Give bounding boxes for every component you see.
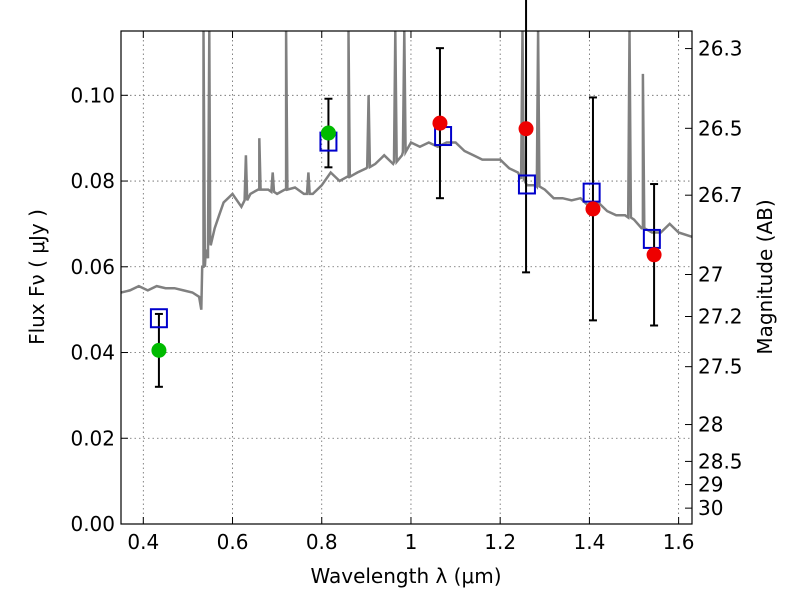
model-photometry-point <box>517 174 536 195</box>
observed-photometry-point <box>320 125 336 141</box>
magnitude-tick-label: 26.5 <box>698 116 743 140</box>
model-spectrum-line <box>121 31 692 310</box>
y-tick-label: 0.04 <box>70 341 115 365</box>
observed-photometry-point <box>646 247 662 263</box>
y-tick-label: 0.06 <box>70 255 115 279</box>
x-tick-label: 0.6 <box>217 530 249 554</box>
x-tick-label: 1.2 <box>484 530 516 554</box>
observed-photometry-point <box>151 342 167 358</box>
magnitude-tick-label: 30 <box>698 496 723 520</box>
x-tick-label: 0.8 <box>306 530 338 554</box>
magnitude-tick-label: 27.5 <box>698 355 743 379</box>
y-tick-label: 0.08 <box>70 169 115 193</box>
observed-photometry-point <box>432 115 448 131</box>
x-tick-label: 0.4 <box>127 530 159 554</box>
grid <box>121 31 692 524</box>
magnitude-tick-label: 29 <box>698 473 723 497</box>
y-axis-title: Flux Fν ( μJy ) <box>25 209 49 345</box>
magnitude-tick-label: 28.5 <box>698 449 743 473</box>
plot-frame <box>120 30 693 525</box>
x-tick-label: 1.4 <box>573 530 605 554</box>
magnitude-tick-label: 27 <box>698 262 723 286</box>
magnitude-tick-label: 26.7 <box>698 183 743 207</box>
observed-photometry-point <box>518 121 534 137</box>
magnitude-axis-title: Magnitude (AB) <box>753 199 777 354</box>
x-tick-label: 1.6 <box>663 530 695 554</box>
y-tick-label: 0.02 <box>70 426 115 450</box>
y-tick-label: 0.10 <box>70 83 115 107</box>
model-photometry-point <box>149 308 168 329</box>
observed-photometry-point <box>585 201 601 217</box>
axes: 0.4 0.6 0.8 1 1.2 1.4 1.6 0.00 0.02 0.04 0.06 0.08 0… <box>70 30 743 554</box>
magnitude-tick-label: 27.2 <box>698 305 743 329</box>
magnitude-tick-label: 28 <box>698 413 723 437</box>
plot-area <box>121 0 692 388</box>
magnitude-tick-label: 26.3 <box>698 37 743 61</box>
x-axis-title: Wavelength λ (μm) <box>310 564 501 588</box>
y-tick-label: 0.00 <box>70 512 115 536</box>
x-tick-label: 1 <box>405 530 418 554</box>
